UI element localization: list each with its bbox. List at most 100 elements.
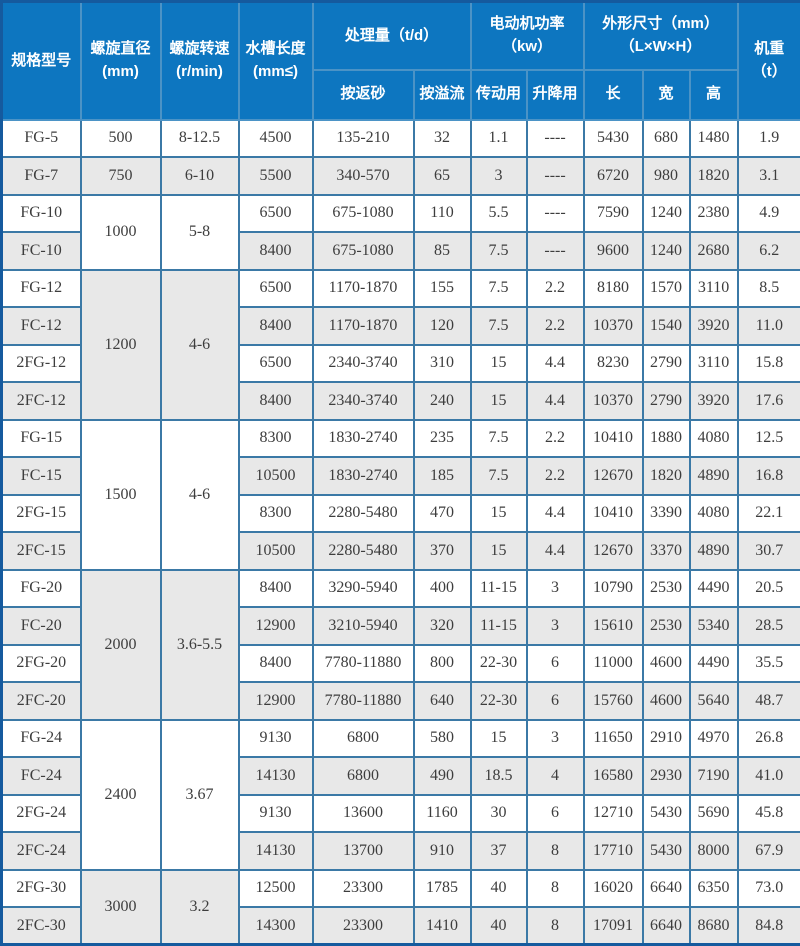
table-row: 2FG-12 6500 2340-3740 310 15 4.4 8230 2790 3110 1… bbox=[0, 343, 800, 383]
tank-length-cell: 10500 bbox=[237, 531, 314, 571]
capacity-overflow-cell: 1410 bbox=[412, 906, 472, 946]
dim-height-cell: 4970 bbox=[688, 718, 739, 758]
weight-cell: 35.5 bbox=[736, 643, 800, 683]
model-cell: FC-10 bbox=[0, 231, 82, 271]
dim-length-cell: 12670 bbox=[582, 531, 644, 571]
weight-cell: 45.8 bbox=[736, 793, 800, 833]
dim-width-cell: 980 bbox=[641, 156, 691, 196]
speed-cell: 3.6-5.5 bbox=[159, 568, 240, 721]
table-row: 2FG-15 8300 2280-5480 470 15 4.4 10410 3390 4080… bbox=[0, 493, 800, 533]
power-drive-cell: 11-15 bbox=[469, 606, 528, 646]
power-drive-cell: 22-30 bbox=[469, 643, 528, 683]
power-lift-cell: 4.4 bbox=[525, 343, 585, 383]
weight-cell: 4.9 bbox=[736, 193, 800, 233]
model-cell: 2FG-20 bbox=[0, 643, 82, 683]
speed-cell: 6-10 bbox=[159, 156, 240, 196]
dim-height-cell: 7190 bbox=[688, 756, 739, 796]
dim-width-cell: 1240 bbox=[641, 193, 691, 233]
dim-height-cell: 3110 bbox=[688, 343, 739, 383]
capacity-overflow-cell: 65 bbox=[412, 156, 472, 196]
capacity-overflow-cell: 310 bbox=[412, 343, 472, 383]
capacity-sand-cell: 3210-5940 bbox=[311, 606, 415, 646]
weight-cell: 26.8 bbox=[736, 718, 800, 758]
model-cell: 2FC-24 bbox=[0, 831, 82, 871]
dim-width-cell: 2530 bbox=[641, 568, 691, 608]
capacity-sand-cell: 2280-5480 bbox=[311, 531, 415, 571]
dim-height-cell: 1820 bbox=[688, 156, 739, 196]
power-lift-cell: 3 bbox=[525, 568, 585, 608]
model-cell: FG-24 bbox=[0, 718, 82, 758]
table-row: FC-20 12900 3210-5940 320 11-15 3 15610 2530 534… bbox=[0, 606, 800, 646]
power-drive-cell: 7.5 bbox=[469, 306, 528, 346]
capacity-overflow-cell: 800 bbox=[412, 643, 472, 683]
capacity-sand-cell: 1830-2740 bbox=[311, 418, 415, 458]
dim-length-cell: 12710 bbox=[582, 793, 644, 833]
power-lift-cell: 8 bbox=[525, 868, 585, 908]
model-cell: 2FG-24 bbox=[0, 793, 82, 833]
dim-length-cell: 17091 bbox=[582, 906, 644, 946]
power-drive-cell: 7.5 bbox=[469, 268, 528, 308]
diameter-cell: 1200 bbox=[79, 268, 162, 421]
dim-length-cell: 10410 bbox=[582, 418, 644, 458]
capacity-overflow-cell: 910 bbox=[412, 831, 472, 871]
dim-length-cell: 10370 bbox=[582, 306, 644, 346]
tank-length-cell: 14130 bbox=[237, 831, 314, 871]
header-power-lift: 升降用 bbox=[525, 68, 585, 121]
weight-cell: 8.5 bbox=[736, 268, 800, 308]
tank-length-cell: 9130 bbox=[237, 793, 314, 833]
weight-cell: 73.0 bbox=[736, 868, 800, 908]
dim-length-cell: 10410 bbox=[582, 493, 644, 533]
capacity-overflow-cell: 320 bbox=[412, 606, 472, 646]
power-drive-cell: 15 bbox=[469, 343, 528, 383]
power-drive-cell: 18.5 bbox=[469, 756, 528, 796]
power-lift-cell: 4 bbox=[525, 756, 585, 796]
capacity-overflow-cell: 400 bbox=[412, 568, 472, 608]
tank-length-cell: 6500 bbox=[237, 193, 314, 233]
model-cell: FG-12 bbox=[0, 268, 82, 308]
dim-length-cell: 6720 bbox=[582, 156, 644, 196]
model-cell: FG-10 bbox=[0, 193, 82, 233]
header-capacity-overflow: 按溢流 bbox=[412, 68, 472, 121]
speed-cell: 3.67 bbox=[159, 718, 240, 871]
header-capacity: 处理量（t/d） bbox=[311, 0, 472, 71]
tank-length-cell: 12500 bbox=[237, 868, 314, 908]
table-row: FG-7 750 6-10 5500 340-570 65 3 ---- 6720 980 1820… bbox=[0, 156, 800, 196]
tank-length-cell: 8300 bbox=[237, 418, 314, 458]
capacity-overflow-cell: 640 bbox=[412, 681, 472, 721]
tank-length-cell: 9130 bbox=[237, 718, 314, 758]
capacity-sand-cell: 1170-1870 bbox=[311, 268, 415, 308]
dim-width-cell: 2930 bbox=[641, 756, 691, 796]
power-lift-cell: ---- bbox=[525, 231, 585, 271]
tank-length-cell: 4500 bbox=[237, 118, 314, 158]
weight-cell: 3.1 bbox=[736, 156, 800, 196]
weight-cell: 22.1 bbox=[736, 493, 800, 533]
table-row: FG-24 2400 3.67 9130 6800 580 15 3 11650 2910 4970… bbox=[0, 718, 800, 871]
model-cell: FC-20 bbox=[0, 606, 82, 646]
power-drive-cell: 15 bbox=[469, 531, 528, 571]
capacity-sand-cell: 6800 bbox=[311, 718, 415, 758]
capacity-sand-cell: 7780-11880 bbox=[311, 643, 415, 683]
capacity-sand-cell: 13600 bbox=[311, 793, 415, 833]
diameter-cell: 1500 bbox=[79, 418, 162, 571]
header-row-sub: 按返砂 按溢流 传动用 升降用 长 宽 高 bbox=[2, 68, 800, 121]
table-row: FC-12 8400 1170-1870 120 7.5 2.2 10370 1540 3920… bbox=[0, 306, 800, 346]
diameter-cell: 750 bbox=[79, 156, 162, 196]
capacity-sand-cell: 2340-3740 bbox=[311, 381, 415, 421]
table-row: FG-20 2000 3.6-5.5 8400 3290-5940 400 11-15 3 10… bbox=[0, 568, 800, 721]
dim-height-cell: 3920 bbox=[688, 381, 739, 421]
dim-width-cell: 4600 bbox=[641, 681, 691, 721]
diameter-cell: 2400 bbox=[79, 718, 162, 871]
capacity-sand-cell: 7780-11880 bbox=[311, 681, 415, 721]
tank-length-cell: 8400 bbox=[237, 643, 314, 683]
weight-cell: 84.8 bbox=[736, 906, 800, 946]
dim-height-cell: 5640 bbox=[688, 681, 739, 721]
header-capacity-sand: 按返砂 bbox=[311, 68, 415, 121]
dim-width-cell: 2530 bbox=[641, 606, 691, 646]
capacity-overflow-cell: 120 bbox=[412, 306, 472, 346]
header-dim-height: 高 bbox=[688, 68, 739, 121]
dim-height-cell: 2680 bbox=[688, 231, 739, 271]
spec-table-body: FG-5 500 8-12.5 4500 135-210 32 1.1 ---- 5430 680… bbox=[0, 118, 800, 946]
weight-cell: 67.9 bbox=[736, 831, 800, 871]
